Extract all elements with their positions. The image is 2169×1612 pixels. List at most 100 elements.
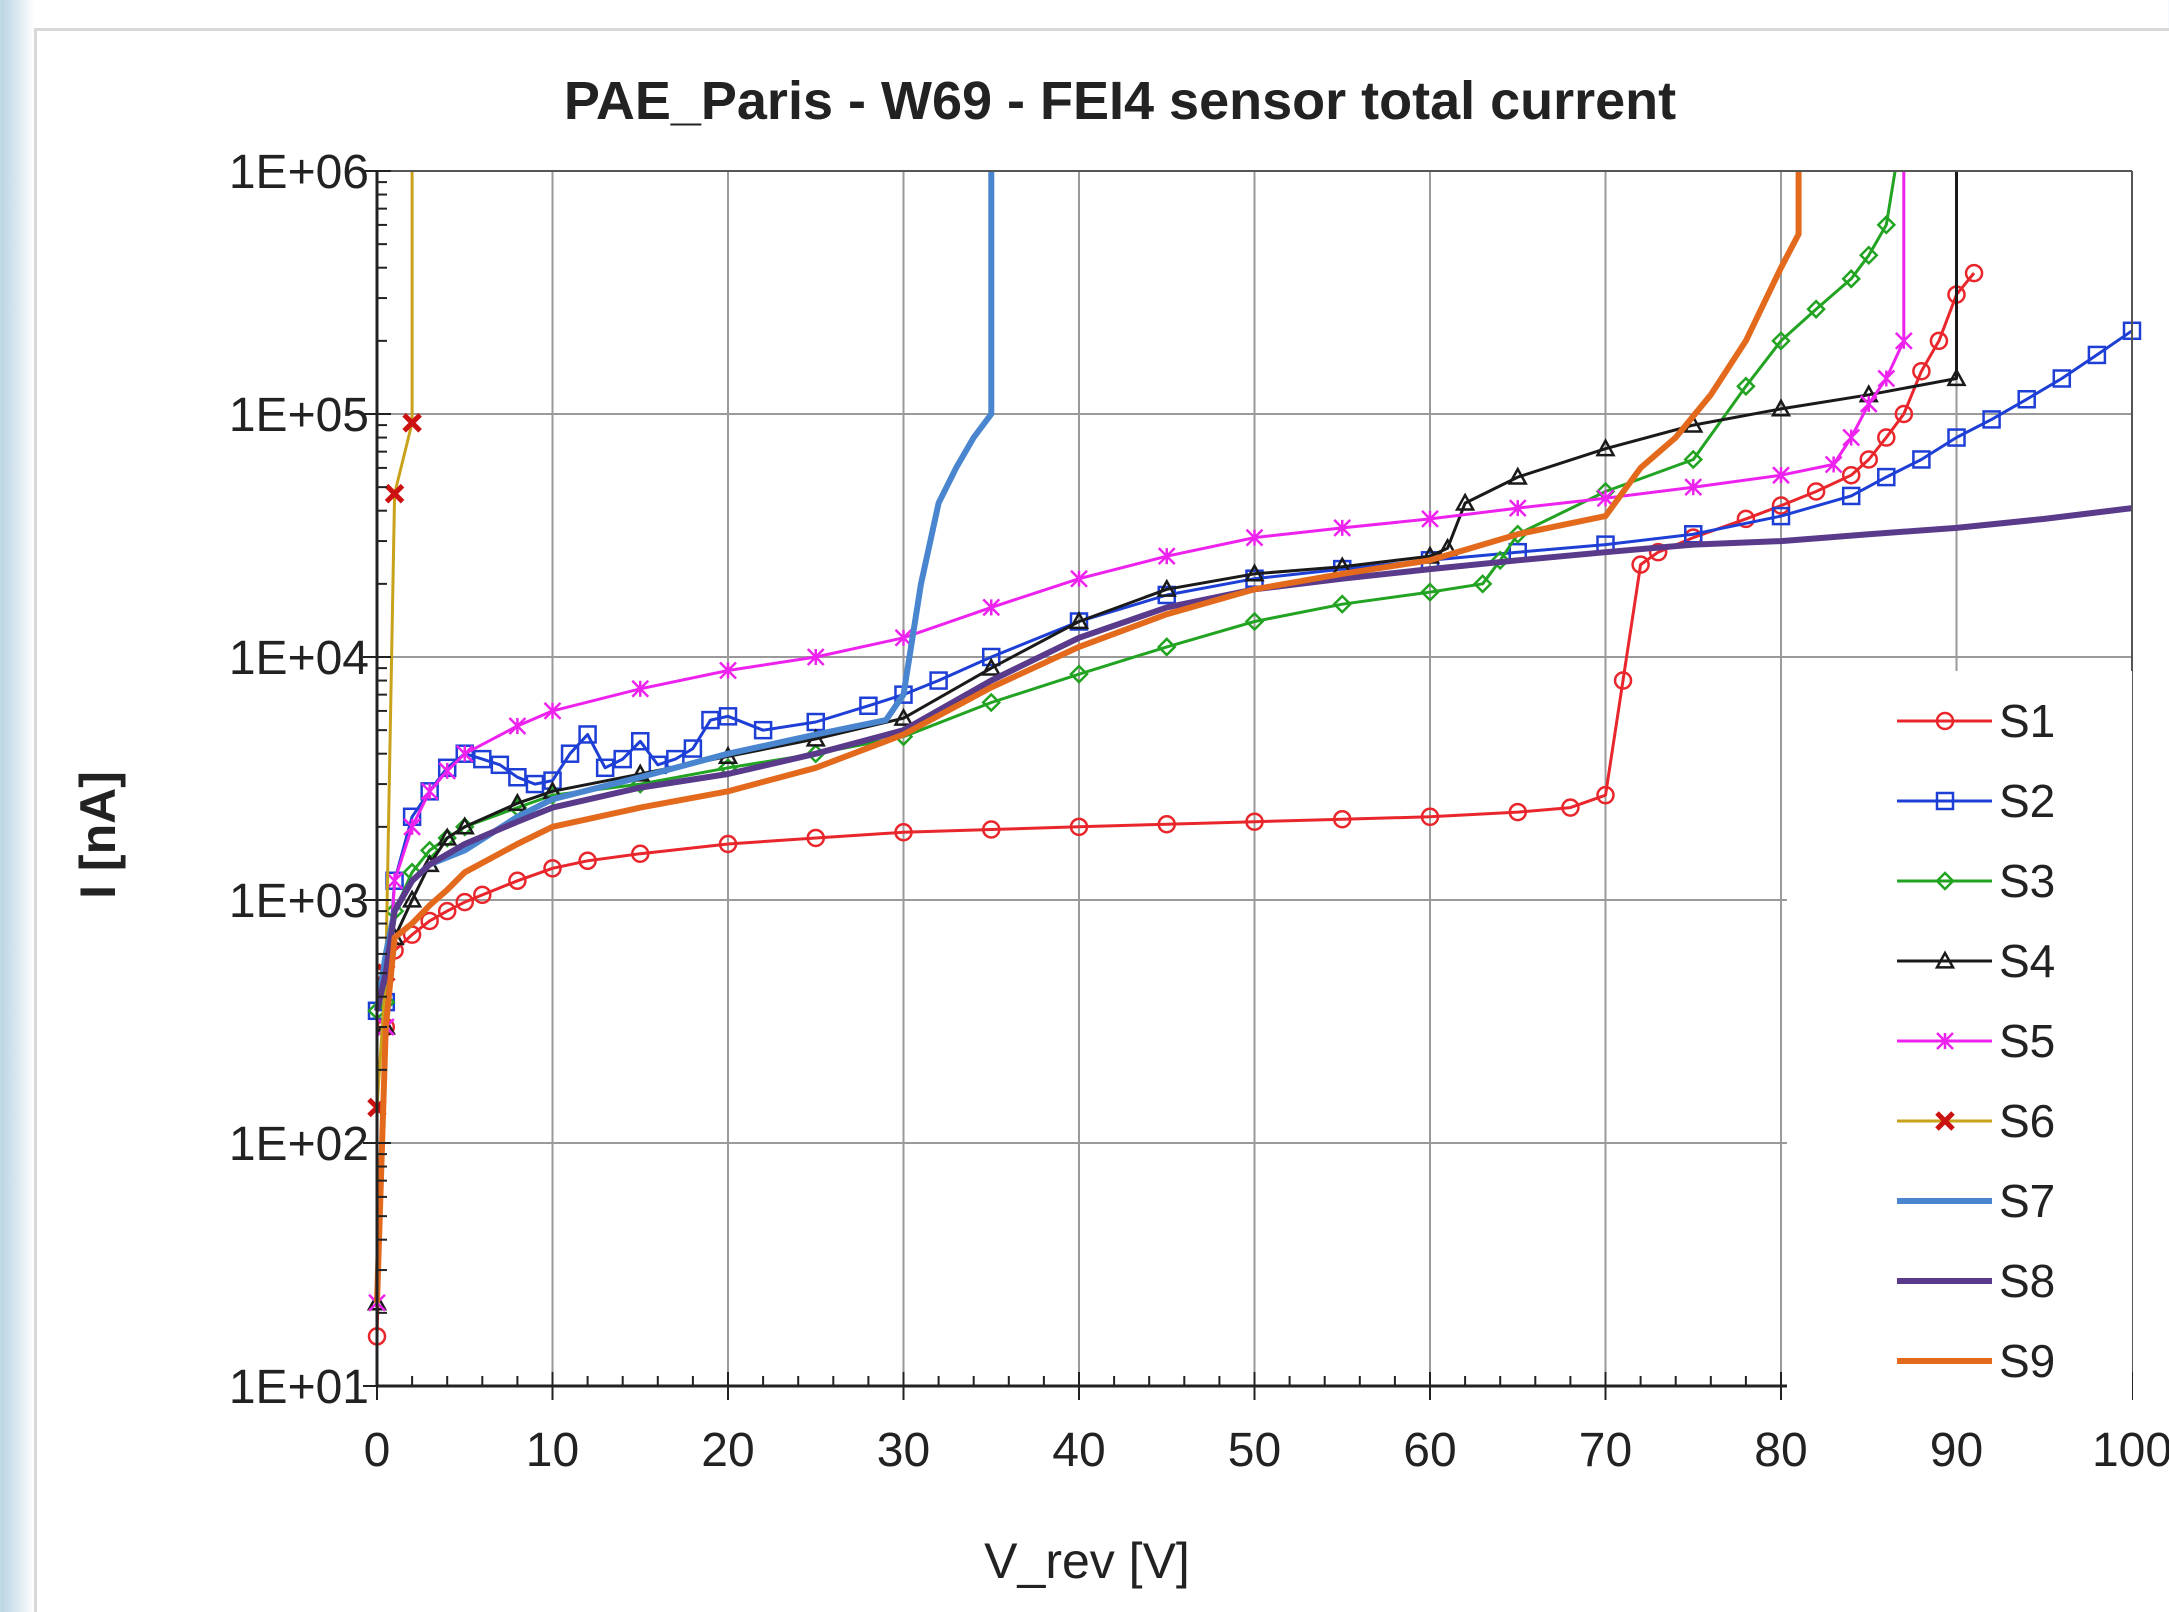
series-s4-point bbox=[437, 827, 458, 846]
y-tick-label: 1E+02 bbox=[229, 1118, 369, 1171]
series-s5-point bbox=[1859, 395, 1878, 413]
series-s3-point bbox=[1332, 594, 1353, 614]
legend-label: S9 bbox=[1999, 1335, 2055, 1387]
series-s6-point bbox=[384, 483, 405, 504]
legend-item-s6: S6 bbox=[1897, 1095, 2055, 1147]
x-tick-label: 30 bbox=[877, 1424, 930, 1477]
series-s5-point bbox=[1894, 331, 1913, 350]
series-s1-point bbox=[1736, 509, 1756, 529]
series-s3-point bbox=[1858, 245, 1879, 266]
series-s1-point bbox=[473, 885, 492, 905]
series-s4-point bbox=[1946, 367, 1967, 387]
series-s2-point bbox=[1947, 428, 1966, 447]
series-s1-point bbox=[631, 844, 650, 863]
x-tick-label: 90 bbox=[1930, 1424, 1983, 1477]
legend-item-s8: S8 bbox=[1897, 1255, 2055, 1307]
legend-label: S3 bbox=[1999, 855, 2055, 907]
series-s2-point bbox=[683, 739, 703, 758]
series-s5-point bbox=[1070, 569, 1088, 588]
legend-item-s3: S3 bbox=[1897, 855, 2055, 907]
series-s1-point bbox=[437, 901, 457, 921]
series-s5-point bbox=[1157, 547, 1176, 566]
series-s4-point bbox=[1156, 578, 1177, 597]
series-s1-point bbox=[1894, 404, 1914, 424]
series-s2-point bbox=[560, 744, 580, 763]
series-s2-point bbox=[595, 758, 615, 778]
series-line-s4 bbox=[375, 171, 1958, 1303]
legend-label: S4 bbox=[1999, 935, 2055, 987]
series-s3-point bbox=[1876, 215, 1897, 235]
y-tick-label: 1E+01 bbox=[229, 1361, 369, 1414]
legend-item-s9: S9 bbox=[1897, 1335, 2055, 1387]
series-s1-point bbox=[1596, 785, 1615, 805]
series-s5-point bbox=[420, 782, 439, 801]
series-s5-point bbox=[508, 717, 527, 735]
series-s2-point bbox=[578, 725, 597, 744]
series-s5-point bbox=[385, 871, 404, 890]
series-s2-point bbox=[982, 647, 1001, 667]
series-s5 bbox=[368, 171, 1913, 1312]
y-tick-label: 1E+03 bbox=[229, 875, 369, 928]
series-s1-point bbox=[1648, 542, 1668, 562]
series-s4-point bbox=[507, 792, 528, 811]
series-s3-point bbox=[1683, 449, 1704, 470]
series-s1-point bbox=[718, 834, 738, 854]
legend-s3-point bbox=[1935, 871, 1955, 891]
legend-s1-point bbox=[1935, 711, 1955, 731]
series-s4-point bbox=[1454, 492, 1476, 511]
series-s5-point bbox=[1877, 369, 1896, 388]
series-s1 bbox=[367, 263, 1984, 1346]
series-s1-point bbox=[806, 828, 825, 848]
x-tick-label: 100 bbox=[2092, 1424, 2169, 1477]
series-s1-point bbox=[1613, 671, 1633, 690]
x-tick-label: 80 bbox=[1754, 1424, 1807, 1477]
series-s3-point bbox=[1156, 637, 1177, 657]
series-s5-point bbox=[1508, 499, 1527, 517]
x-tick-label: 10 bbox=[526, 1424, 579, 1477]
series-line-s8 bbox=[374, 505, 2133, 1012]
series-s2-point bbox=[508, 767, 527, 787]
series-s1-point bbox=[543, 859, 562, 878]
series-s5-point bbox=[1245, 528, 1264, 547]
series-s1-point bbox=[1771, 496, 1791, 515]
y-tick-label: 1E+05 bbox=[229, 389, 369, 442]
series-s5-point bbox=[1772, 466, 1790, 485]
series-s1-point bbox=[1859, 450, 1878, 469]
chart-frame: PAE_Paris - W69 - FEI4 sensor total curr… bbox=[34, 28, 2169, 1612]
series-s3-point bbox=[1771, 331, 1791, 351]
series-s1-point bbox=[1157, 814, 1176, 834]
series-s1-point bbox=[894, 823, 913, 842]
series-s3-point bbox=[1244, 611, 1265, 632]
series-line-s3 bbox=[375, 170, 1897, 1012]
legend-item-s1: S1 bbox=[1897, 695, 2055, 747]
y-axis-label: I [nA] bbox=[70, 771, 126, 899]
series-s4-point bbox=[401, 889, 423, 908]
series-s4-point bbox=[1068, 610, 1090, 630]
legend-box bbox=[1787, 671, 2132, 1421]
series-s1-point bbox=[1631, 555, 1650, 574]
legend-label: S8 bbox=[1999, 1255, 2055, 1307]
series-s3-point bbox=[1069, 664, 1089, 684]
x-stroke bbox=[402, 413, 422, 433]
legend-label: S5 bbox=[1999, 1015, 2055, 1067]
series-s5-point bbox=[438, 761, 457, 780]
legend-item-s2: S2 bbox=[1897, 775, 2055, 827]
series-s3-point bbox=[1420, 582, 1440, 602]
series-s2-point bbox=[718, 707, 738, 726]
series-s1-point bbox=[455, 892, 474, 912]
legend-s6-point bbox=[1935, 1111, 1955, 1131]
series-s5-point bbox=[403, 817, 421, 836]
series-s2-point bbox=[473, 749, 492, 769]
series-s5-point bbox=[1684, 478, 1703, 497]
series-s5-point bbox=[1824, 455, 1843, 474]
series-line-s5 bbox=[375, 171, 1906, 1303]
series-s2-point bbox=[1841, 486, 1861, 506]
series-s1-point bbox=[1929, 331, 1949, 351]
series-s3 bbox=[367, 170, 1897, 1021]
chart-svg: PAE_Paris - W69 - FEI4 sensor total curr… bbox=[70, 71, 2169, 1589]
series-s2-point bbox=[753, 720, 773, 740]
series-s1-point bbox=[1912, 361, 1931, 381]
chart-title: PAE_Paris - W69 - FEI4 sensor total curr… bbox=[564, 71, 1676, 131]
series-s5-point bbox=[719, 661, 737, 680]
legend-s2-point bbox=[1935, 791, 1955, 811]
